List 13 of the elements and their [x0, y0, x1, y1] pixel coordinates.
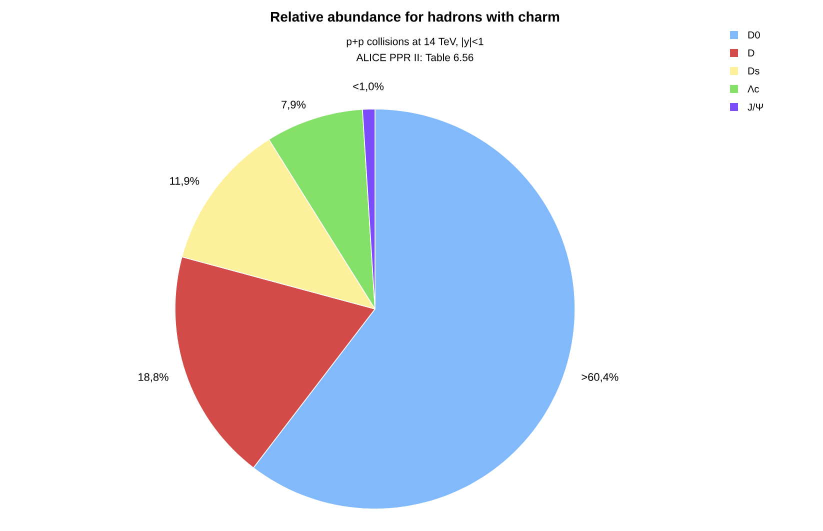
data-label: 11,9% — [170, 177, 200, 186]
legend-label: D — [748, 50, 754, 56]
data-label: >60,4% — [582, 373, 618, 382]
text: ALICE PPR II: Table 6.56 — [356, 54, 474, 62]
legend-label: Ds — [748, 68, 760, 74]
data-label: 7,9% — [282, 100, 306, 110]
legend-label: Λc — [748, 86, 759, 92]
data-label: <1,0% — [353, 82, 384, 92]
legend-label: D0 — [748, 31, 760, 39]
legend-label: J/Ψ — [748, 103, 763, 111]
text: p+p collisions at 14 TeV, |y|<1 — [346, 38, 484, 48]
data-label: 18,8% — [138, 373, 168, 382]
chart-title: Relative abundance for hadrons with charm — [271, 12, 560, 22]
